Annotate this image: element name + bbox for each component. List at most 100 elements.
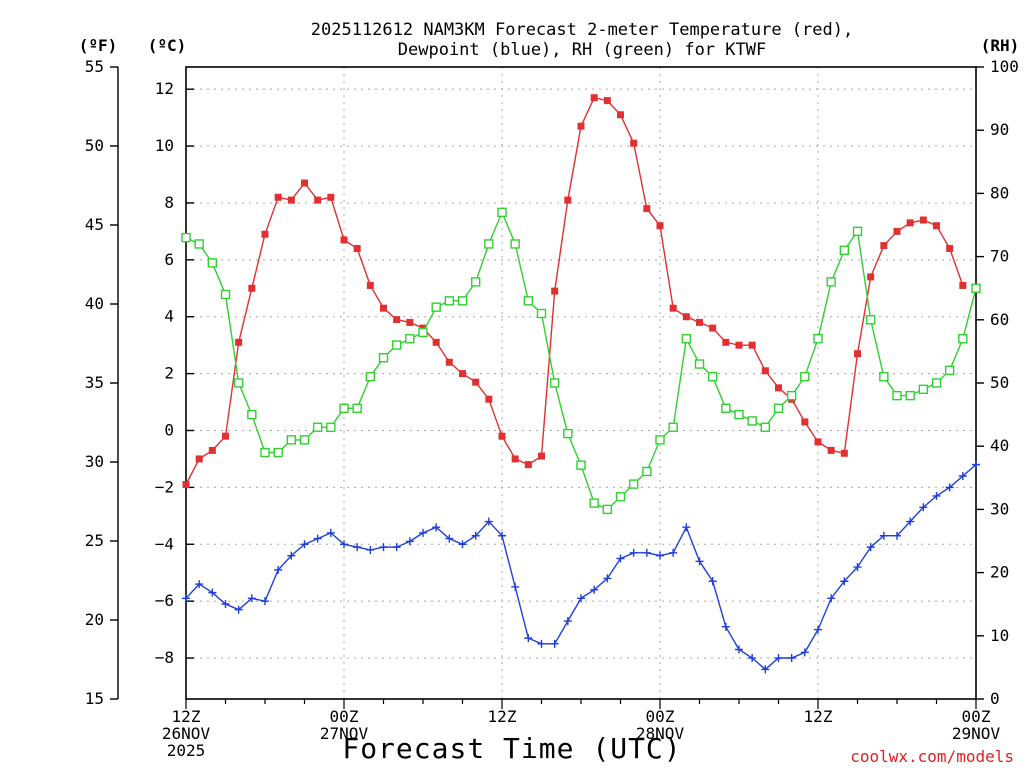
temperature-point (472, 378, 480, 386)
rh-point (668, 422, 678, 432)
celsius-tick-label: 2 (164, 364, 174, 383)
rh-point (879, 371, 889, 382)
rh-point (339, 403, 349, 413)
rh-tick-label: 100 (990, 57, 1019, 76)
dewpoint-point (774, 654, 783, 663)
dewpoint-point (498, 531, 506, 540)
time-tick-label: 28NOV (636, 724, 685, 743)
temperature-point (722, 338, 730, 346)
x-axis-label: Forecast Time (UTC) (342, 732, 681, 765)
dewpoint-point (761, 665, 770, 674)
celsius-tick-label: −2 (155, 477, 174, 496)
dewpoint-point (340, 540, 348, 549)
rh-point (852, 226, 863, 237)
rh-point (405, 334, 415, 344)
plot-frame (185, 66, 977, 700)
rh-point (760, 422, 771, 432)
dewpoint-point (445, 534, 454, 543)
temperature-point (893, 227, 901, 235)
time-tick-label: 26NOV (162, 724, 211, 743)
dewpoint-point (814, 625, 822, 634)
temperature-point (261, 230, 269, 238)
dewpoint-point (879, 531, 888, 540)
dewpoint-point (537, 639, 546, 648)
fahrenheit-tick-label: 55 (85, 57, 104, 76)
dewpoint-point (287, 551, 296, 560)
rh-point (813, 334, 823, 344)
rh-point (260, 447, 270, 458)
temperature-point (603, 97, 611, 105)
dewpoint-point (484, 517, 493, 526)
dewpoint-point (682, 523, 691, 532)
rh-tick-label: 60 (990, 310, 1009, 329)
temperature-point (459, 370, 466, 378)
fahrenheit-tick-label: 40 (85, 294, 104, 313)
temperature-point (880, 242, 888, 250)
temperature-point (564, 196, 572, 204)
rh-point (602, 504, 613, 515)
rh-point (497, 207, 507, 218)
celsius-tick-label: −6 (155, 591, 174, 610)
temperature-point (327, 193, 335, 201)
dewpoint-point (932, 491, 941, 500)
dewpoint-point (247, 594, 256, 603)
rh-point (628, 479, 639, 489)
temperature-point (538, 452, 545, 460)
celsius-axis: −8 −6 −4 −2 0 2 4 6 8 10 12 (155, 79, 194, 667)
rh-point (286, 435, 297, 445)
series-2-meter-temperature (182, 94, 967, 489)
temperature-point (511, 455, 519, 463)
dewpoint-point (313, 534, 322, 543)
temperature-point (353, 244, 361, 252)
rh-point (484, 239, 494, 249)
temperature-point (959, 281, 967, 289)
time-tick-label: 12Z (488, 707, 517, 726)
temperature-point (840, 449, 848, 457)
dewpoint-point (787, 654, 796, 663)
fahrenheit-tick-label: 20 (85, 610, 104, 629)
dewpoint-point (379, 543, 388, 552)
rh-point (721, 403, 731, 413)
rh-point (734, 409, 744, 420)
rh-axis-unit: (RH) (981, 36, 1020, 55)
temperature-point (432, 338, 440, 346)
rh-point (299, 435, 310, 445)
rh-point (576, 460, 586, 470)
time-tick-label: 00Z (646, 707, 675, 726)
temperature-point (248, 284, 256, 292)
temperature-point (669, 304, 677, 312)
series-line (185, 96, 964, 485)
dewpoint-point (748, 654, 757, 663)
rh-point (431, 302, 441, 312)
dewpoint-point (458, 540, 467, 549)
fahrenheit-tick-label: 25 (85, 531, 104, 550)
dewpoint-point (511, 582, 520, 591)
rh-point (391, 340, 402, 350)
rh-point (839, 245, 850, 255)
celsius-tick-label: 6 (164, 250, 174, 269)
dewpoint-point (353, 543, 362, 552)
time-tick-label: 12Z (804, 707, 833, 726)
temperature-point (393, 316, 401, 324)
temperature-point (590, 94, 598, 102)
rh-point (800, 371, 810, 382)
temperature-point (814, 438, 822, 446)
series-layer (181, 94, 981, 674)
temperature-point (195, 455, 203, 463)
dewpoint-point (972, 460, 980, 469)
rh-point (312, 422, 323, 432)
temperature-point (643, 205, 651, 213)
temperature-point (827, 446, 835, 454)
dewpoint-point (721, 622, 730, 631)
rh-point (536, 308, 547, 319)
temperature-point (775, 384, 782, 392)
temperature-point (235, 338, 243, 346)
series-dewpoint (182, 460, 980, 674)
dewpoint-point (603, 574, 612, 583)
rh-point (681, 334, 692, 344)
fahrenheit-tick-label: 35 (85, 373, 104, 392)
gridlines (186, 67, 976, 699)
dewpoint-point (642, 548, 651, 557)
temperature-point (485, 395, 493, 403)
dewpoint-point (221, 600, 230, 609)
